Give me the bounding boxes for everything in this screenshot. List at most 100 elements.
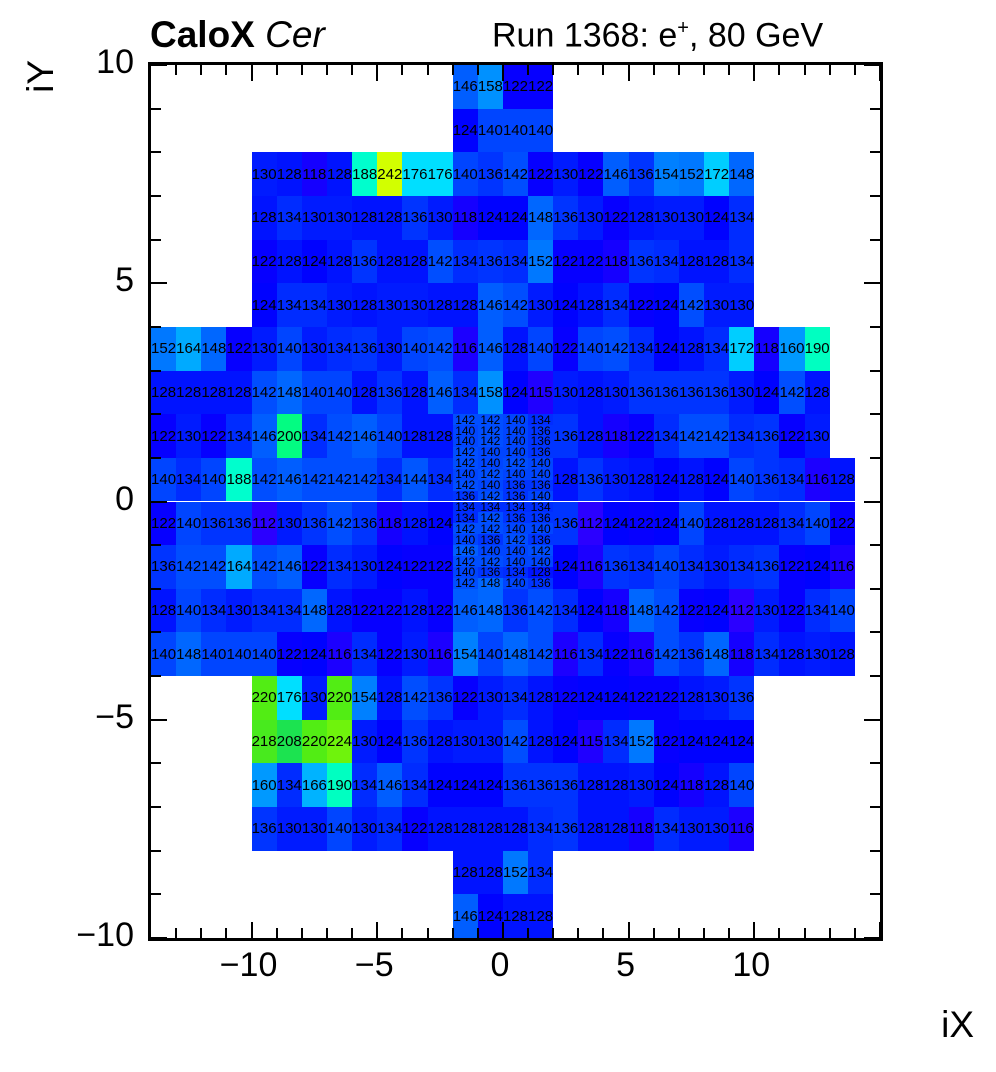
heatmap-cell: 148 xyxy=(276,370,302,415)
cell-value: 142 xyxy=(402,689,428,707)
axis-tick xyxy=(426,928,429,938)
heatmap-cell: 130 xyxy=(352,807,378,851)
cell-value: 154 xyxy=(452,645,478,663)
cell-value: 128 xyxy=(528,907,554,925)
cell-value: 128 xyxy=(176,383,202,401)
heatmap-cell: 130 xyxy=(377,326,403,371)
cell-value: 130 xyxy=(477,733,503,751)
heatmap-cell: 134 xyxy=(729,414,755,458)
heatmap-cell: 188 xyxy=(352,152,378,196)
heatmap-cell: 128 xyxy=(704,501,730,546)
cell-value: 140 xyxy=(151,645,177,663)
axis-tick xyxy=(703,65,706,75)
heatmap-cell: 128 xyxy=(704,239,730,284)
heatmap-cell: 124 xyxy=(578,588,604,633)
cell-value: 136 xyxy=(530,534,551,546)
cell-value: 124 xyxy=(553,733,579,751)
cell-value: 124 xyxy=(653,340,679,358)
cell-value: 130 xyxy=(377,296,403,314)
cell-value: 128 xyxy=(402,427,428,445)
cell-value: 142 xyxy=(502,296,528,314)
cell-value: 134 xyxy=(251,602,277,620)
cell-value: 128 xyxy=(352,383,378,401)
heatmap-cell: 142 xyxy=(502,534,529,546)
cell-value: 140 xyxy=(477,645,503,663)
axis-tick xyxy=(870,413,880,416)
heatmap-cell: 142 xyxy=(502,457,529,469)
heatmap-cell: 134 xyxy=(502,501,529,513)
cell-value: 134 xyxy=(327,558,353,576)
cell-value: 136 xyxy=(553,776,579,794)
cell-value: 146 xyxy=(276,471,302,489)
heatmap-cell: 122 xyxy=(603,195,629,240)
cell-value: 122 xyxy=(553,252,579,270)
axis-tick xyxy=(870,151,880,154)
heatmap-canvas[interactable]: 146 158 122 122 124 140 140 140 130 128 118 128 188 2… xyxy=(151,65,880,938)
plot-title-right: Run 1368: e+, 80 GeV xyxy=(492,18,823,52)
cell-value: 146 xyxy=(452,602,478,620)
heatmap-cell: 122 xyxy=(427,545,453,589)
heatmap-cell: 140 xyxy=(729,763,755,808)
heatmap-cell: 128 xyxy=(829,457,855,502)
cell-value: 124 xyxy=(704,471,730,489)
cell-value: 118 xyxy=(629,820,654,838)
cell-value: 136 xyxy=(352,252,378,270)
heatmap-cell: 142 xyxy=(251,545,277,589)
cell-value: 134 xyxy=(480,501,501,513)
cell-value: 134 xyxy=(276,209,302,227)
cell-value: 124 xyxy=(427,776,453,794)
heatmap-cell: 140 xyxy=(477,632,503,677)
heatmap-cell: 134 xyxy=(301,414,327,458)
cell-value: 140 xyxy=(505,425,526,437)
cell-value: 130 xyxy=(402,645,428,663)
axis-tick xyxy=(803,928,806,938)
heatmap-cell: 140 xyxy=(502,436,529,447)
cell-value: 128 xyxy=(578,776,604,794)
axis-tick xyxy=(864,282,880,285)
heatmap-cell: 134 xyxy=(251,588,277,633)
cell-value: 136 xyxy=(530,425,551,437)
cell-value: 134 xyxy=(729,209,755,227)
heatmap-cell: 134 xyxy=(326,545,353,589)
cell-value: 124 xyxy=(553,296,579,314)
heatmap-cell: 136 xyxy=(704,370,730,415)
axis-tick xyxy=(451,928,454,938)
axis-tick xyxy=(552,65,555,75)
heatmap-cell: 124 xyxy=(452,108,478,153)
heatmap-cell: 142 xyxy=(452,523,478,535)
heatmap-cell: 128 xyxy=(578,370,604,415)
cell-value: 122 xyxy=(678,602,704,620)
cell-value: 122 xyxy=(628,689,654,707)
heatmap-cell: 128 xyxy=(452,850,478,895)
axis-tick xyxy=(426,65,429,75)
cell-value: 134 xyxy=(729,427,755,445)
cell-value: 134 xyxy=(603,296,629,314)
heatmap-cell: 130 xyxy=(377,283,403,327)
cell-value: 140 xyxy=(505,556,526,567)
cell-value: 130 xyxy=(704,296,730,314)
cell-value: 130 xyxy=(176,427,202,445)
heatmap-cell: 128 xyxy=(528,719,554,764)
axis-tick xyxy=(870,631,880,634)
heatmap-cell: 130 xyxy=(276,501,302,546)
heatmap-cell: 122 xyxy=(628,676,654,720)
heatmap-cell: 134 xyxy=(201,588,227,633)
heatmap-cell: 122 xyxy=(276,632,302,677)
axis-tick xyxy=(552,928,555,938)
axis-tick xyxy=(778,928,781,938)
cell-value: 136 xyxy=(402,733,428,751)
heatmap-cell: 122 xyxy=(402,545,428,589)
heatmap-cell: 124 xyxy=(502,370,529,415)
cell-value: 134 xyxy=(276,296,302,314)
axis-tick xyxy=(151,238,161,241)
cell-value: 136 xyxy=(427,689,453,707)
heatmap-cell: 124 xyxy=(704,457,730,502)
heatmap-cell: 134 xyxy=(452,370,478,415)
cell-value: 134 xyxy=(502,689,528,707)
heatmap-cell: 128 xyxy=(427,807,453,851)
heatmap-cell: 128 xyxy=(402,501,428,546)
heatmap-cell: 136 xyxy=(251,807,277,851)
heatmap-cell: 134 xyxy=(452,239,478,284)
heatmap-cell: 118 xyxy=(603,414,629,458)
axis-tick xyxy=(151,369,161,372)
